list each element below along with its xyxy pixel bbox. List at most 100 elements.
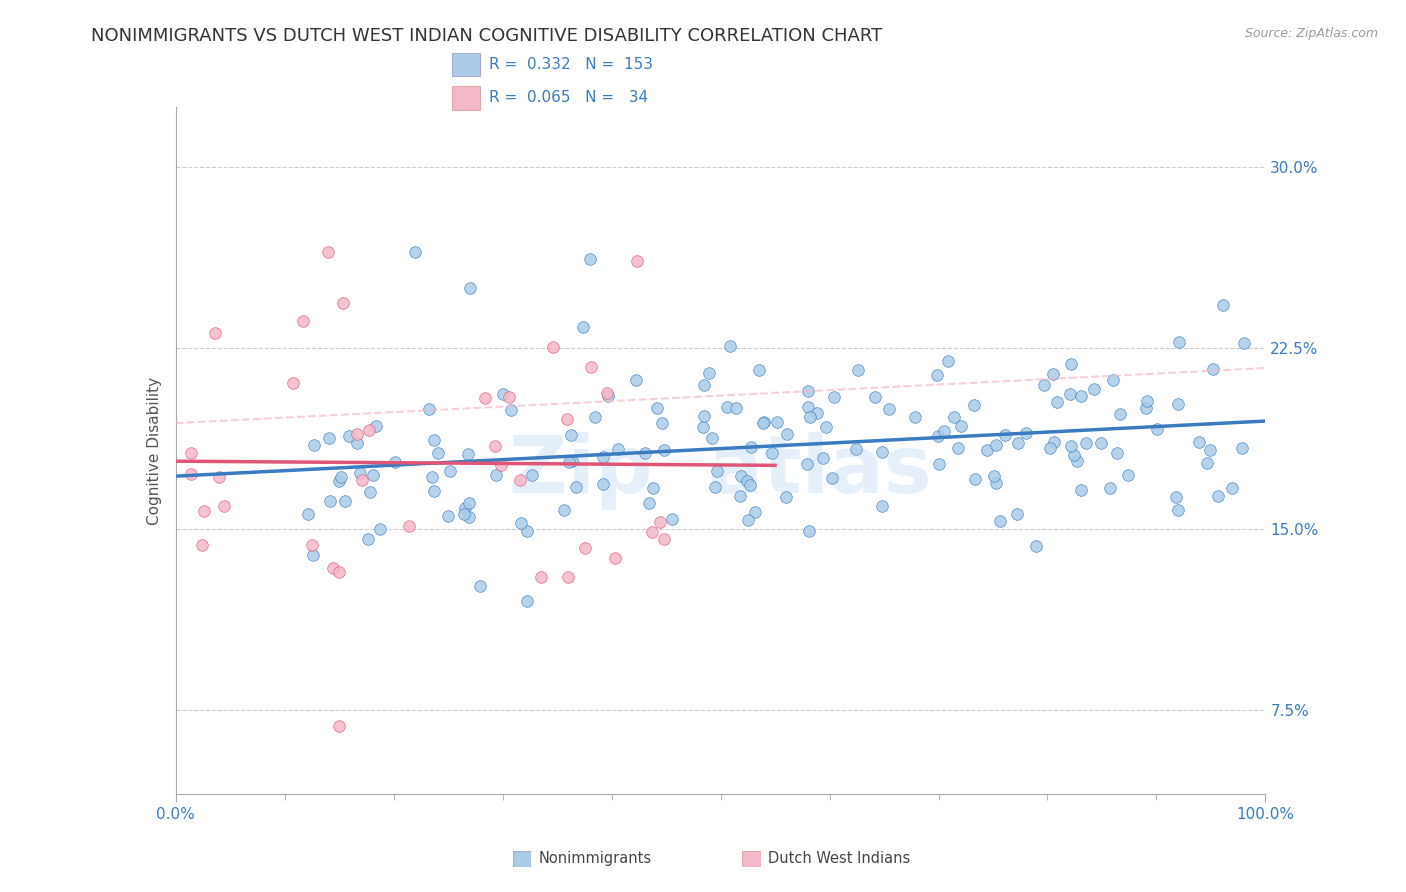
Point xyxy=(1015,426,1038,441)
Point xyxy=(304,437,326,451)
Point xyxy=(1059,357,1081,371)
Point xyxy=(474,392,496,406)
Point xyxy=(191,538,214,552)
Point xyxy=(422,433,444,447)
Point xyxy=(180,467,202,481)
Point xyxy=(398,518,420,533)
Point xyxy=(963,398,986,412)
Point xyxy=(560,428,582,442)
Point xyxy=(454,501,477,516)
Point xyxy=(1233,335,1256,350)
Point xyxy=(439,465,461,479)
Point xyxy=(740,440,762,454)
Point xyxy=(1098,481,1121,495)
Point xyxy=(328,474,350,488)
Point xyxy=(870,445,893,459)
Point xyxy=(1167,397,1189,411)
Point xyxy=(1007,435,1029,450)
Point xyxy=(986,438,1008,452)
Point xyxy=(364,419,387,434)
Point xyxy=(484,439,506,453)
Point xyxy=(928,457,950,471)
Point xyxy=(641,525,664,540)
Point xyxy=(1198,443,1220,458)
Point xyxy=(349,466,371,480)
Point xyxy=(754,415,776,429)
Point xyxy=(516,524,538,538)
Point xyxy=(458,281,481,295)
Point xyxy=(846,363,869,377)
Point xyxy=(457,447,479,461)
Point xyxy=(1042,367,1064,381)
Point xyxy=(318,244,340,259)
Point xyxy=(1136,393,1159,408)
Point xyxy=(212,499,235,513)
Point xyxy=(553,503,575,517)
Point xyxy=(823,390,845,404)
Point xyxy=(988,515,1011,529)
Point xyxy=(583,410,606,425)
Point xyxy=(936,354,959,368)
Point xyxy=(704,480,727,494)
Point xyxy=(693,377,716,392)
Point xyxy=(359,423,381,437)
Point xyxy=(491,458,513,472)
Point xyxy=(744,504,766,518)
Point xyxy=(384,454,406,468)
Point xyxy=(516,594,538,608)
Point xyxy=(1060,439,1083,453)
Point xyxy=(728,489,751,503)
Text: Nonimmigrants: Nonimmigrants xyxy=(538,852,651,866)
Point xyxy=(963,472,986,486)
Point xyxy=(799,409,821,424)
Point xyxy=(1102,373,1125,387)
Point xyxy=(942,410,965,425)
Point xyxy=(426,445,449,459)
Point xyxy=(501,403,523,417)
Point xyxy=(301,538,323,552)
Point xyxy=(1025,539,1047,553)
Point xyxy=(368,522,391,536)
Point xyxy=(946,441,969,455)
Point xyxy=(638,496,661,510)
Point xyxy=(603,550,626,565)
FancyBboxPatch shape xyxy=(742,851,761,867)
Point xyxy=(652,532,675,546)
Point xyxy=(626,254,648,268)
Point xyxy=(420,470,443,484)
Point xyxy=(328,565,350,579)
Point xyxy=(814,420,837,434)
Point xyxy=(904,410,927,425)
Point xyxy=(706,464,728,478)
FancyBboxPatch shape xyxy=(453,53,479,76)
Y-axis label: Cognitive Disability: Cognitive Disability xyxy=(146,376,162,524)
Point xyxy=(983,469,1005,483)
Point xyxy=(651,417,673,431)
Point xyxy=(730,469,752,483)
Point xyxy=(346,436,368,450)
Point xyxy=(692,419,714,434)
Point xyxy=(596,385,619,400)
Point xyxy=(1074,435,1097,450)
Point xyxy=(1059,386,1081,401)
Point xyxy=(863,390,886,404)
Point xyxy=(423,483,446,498)
Point xyxy=(761,446,783,460)
Point xyxy=(485,467,508,482)
Point xyxy=(558,455,581,469)
Point xyxy=(1188,434,1211,449)
Point xyxy=(596,389,619,403)
Text: Dutch West Indians: Dutch West Indians xyxy=(768,852,910,866)
Point xyxy=(328,719,350,733)
Point xyxy=(579,252,602,266)
Text: R =  0.065   N =   34: R = 0.065 N = 34 xyxy=(489,90,648,105)
Point xyxy=(592,450,614,464)
Point xyxy=(498,390,520,404)
Point xyxy=(1212,298,1234,312)
Point xyxy=(356,532,378,546)
Point xyxy=(520,467,543,482)
Point xyxy=(509,474,531,488)
Point xyxy=(934,424,956,438)
Point xyxy=(1070,483,1092,497)
Point xyxy=(821,470,844,484)
